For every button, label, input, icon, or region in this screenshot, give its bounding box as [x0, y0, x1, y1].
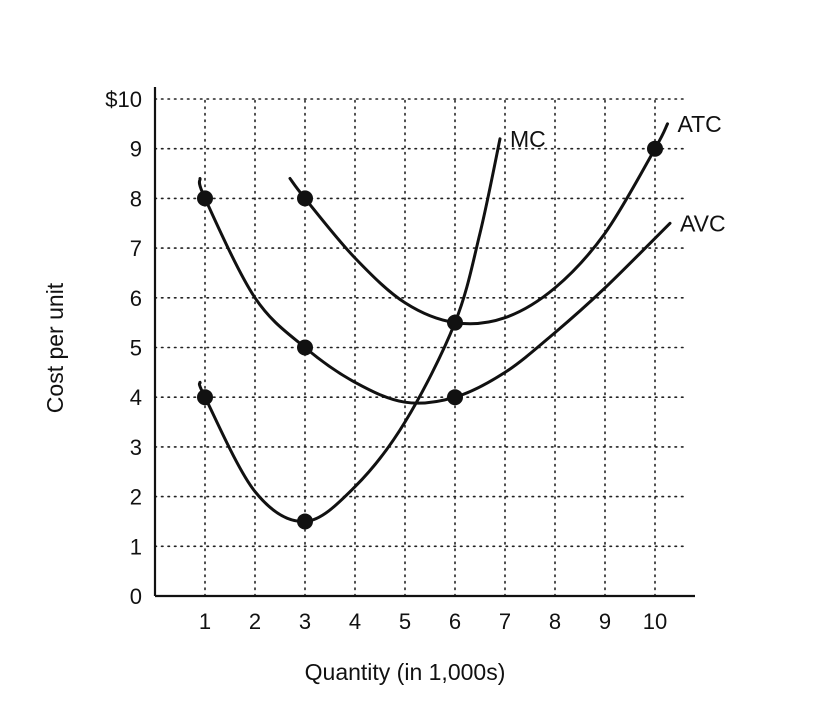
tick-labels: 1 2 3 4 5 6 7 8 9 10 0 1 2 3 4 5 6 7 8 9 $10 — [105, 87, 667, 634]
y-tick-label: 0 — [130, 584, 142, 609]
atc-point — [297, 190, 313, 207]
x-tick-label: 3 — [299, 609, 311, 634]
x-axis-title: Quantity (in 1,000s) — [305, 659, 506, 685]
mc-point — [297, 513, 313, 530]
y-tick-label: 3 — [130, 435, 142, 460]
atc-point — [447, 314, 463, 331]
y-tick-label: 4 — [130, 385, 142, 410]
x-tick-label: 10 — [643, 609, 667, 634]
y-tick-label: 6 — [130, 286, 142, 311]
avc-point — [297, 339, 313, 356]
atc-curve — [288, 122, 669, 326]
y-tick-label: 7 — [130, 236, 142, 261]
mc-point — [197, 389, 213, 406]
avc-curve — [197, 177, 672, 405]
y-tick-label: 5 — [130, 336, 142, 361]
y-axis-title: Cost per unit — [42, 282, 68, 413]
grid — [154, 98, 686, 597]
x-tick-label: 2 — [249, 609, 261, 634]
avc-point — [197, 190, 213, 207]
curves — [197, 122, 672, 524]
atc-label: ATC — [678, 111, 722, 137]
x-tick-label: 5 — [399, 609, 411, 634]
x-tick-label: 9 — [599, 609, 611, 634]
y-tick-label: 9 — [130, 137, 142, 162]
mc-label: MC — [510, 126, 546, 152]
y-tick-label: 2 — [130, 485, 142, 510]
x-tick-label: 7 — [499, 609, 511, 634]
avc-label: AVC — [680, 210, 726, 236]
points — [197, 140, 663, 530]
axes — [153, 87, 695, 598]
x-tick-label: 6 — [449, 609, 461, 634]
y-tick-label: 1 — [130, 534, 142, 559]
y-tick-label: 8 — [130, 186, 142, 211]
atc-point — [647, 140, 663, 157]
mc-curve — [197, 137, 502, 524]
avc-point — [447, 389, 463, 406]
y-tick-label: $10 — [105, 87, 142, 112]
x-tick-label: 1 — [199, 609, 211, 634]
x-tick-label: 4 — [349, 609, 361, 634]
x-tick-label: 8 — [549, 609, 561, 634]
labels: MC AVC ATC — [510, 111, 726, 236]
